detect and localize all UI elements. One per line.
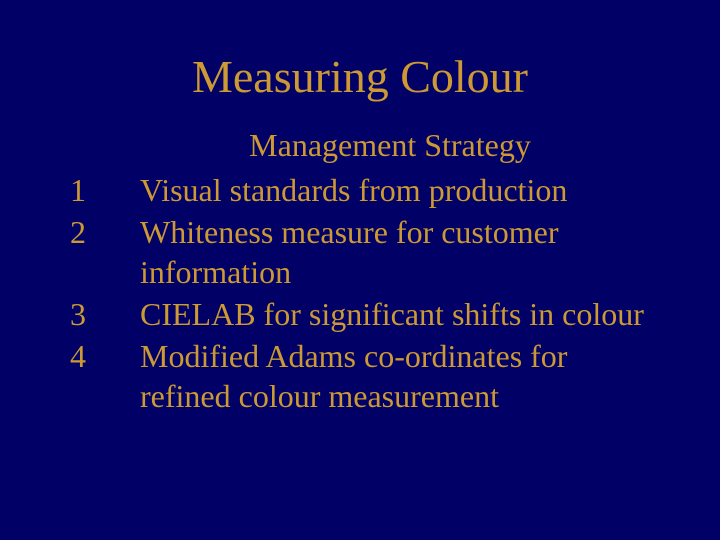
list-item: 1 Visual standards from production [70, 170, 660, 210]
slide-subtitle: Management Strategy [50, 127, 670, 164]
list-item-number: 4 [70, 336, 140, 376]
list-item-number: 1 [70, 170, 140, 210]
list-item: 2 Whiteness measure for customer informa… [70, 212, 660, 292]
numbered-list: 1 Visual standards from production 2 Whi… [50, 170, 670, 416]
list-item: 3 CIELAB for significant shifts in colou… [70, 294, 660, 334]
list-item-number: 3 [70, 294, 140, 334]
list-item-text: Whiteness measure for customer informati… [140, 212, 660, 292]
list-item-text: Modified Adams co-ordinates for refined … [140, 336, 660, 416]
list-item-text: CIELAB for significant shifts in colour [140, 294, 660, 334]
list-item-number: 2 [70, 212, 140, 252]
slide: Measuring Colour Management Strategy 1 V… [0, 0, 720, 540]
list-item-text: Visual standards from production [140, 170, 660, 210]
slide-title: Measuring Colour [50, 50, 670, 103]
list-item: 4 Modified Adams co-ordinates for refine… [70, 336, 660, 416]
